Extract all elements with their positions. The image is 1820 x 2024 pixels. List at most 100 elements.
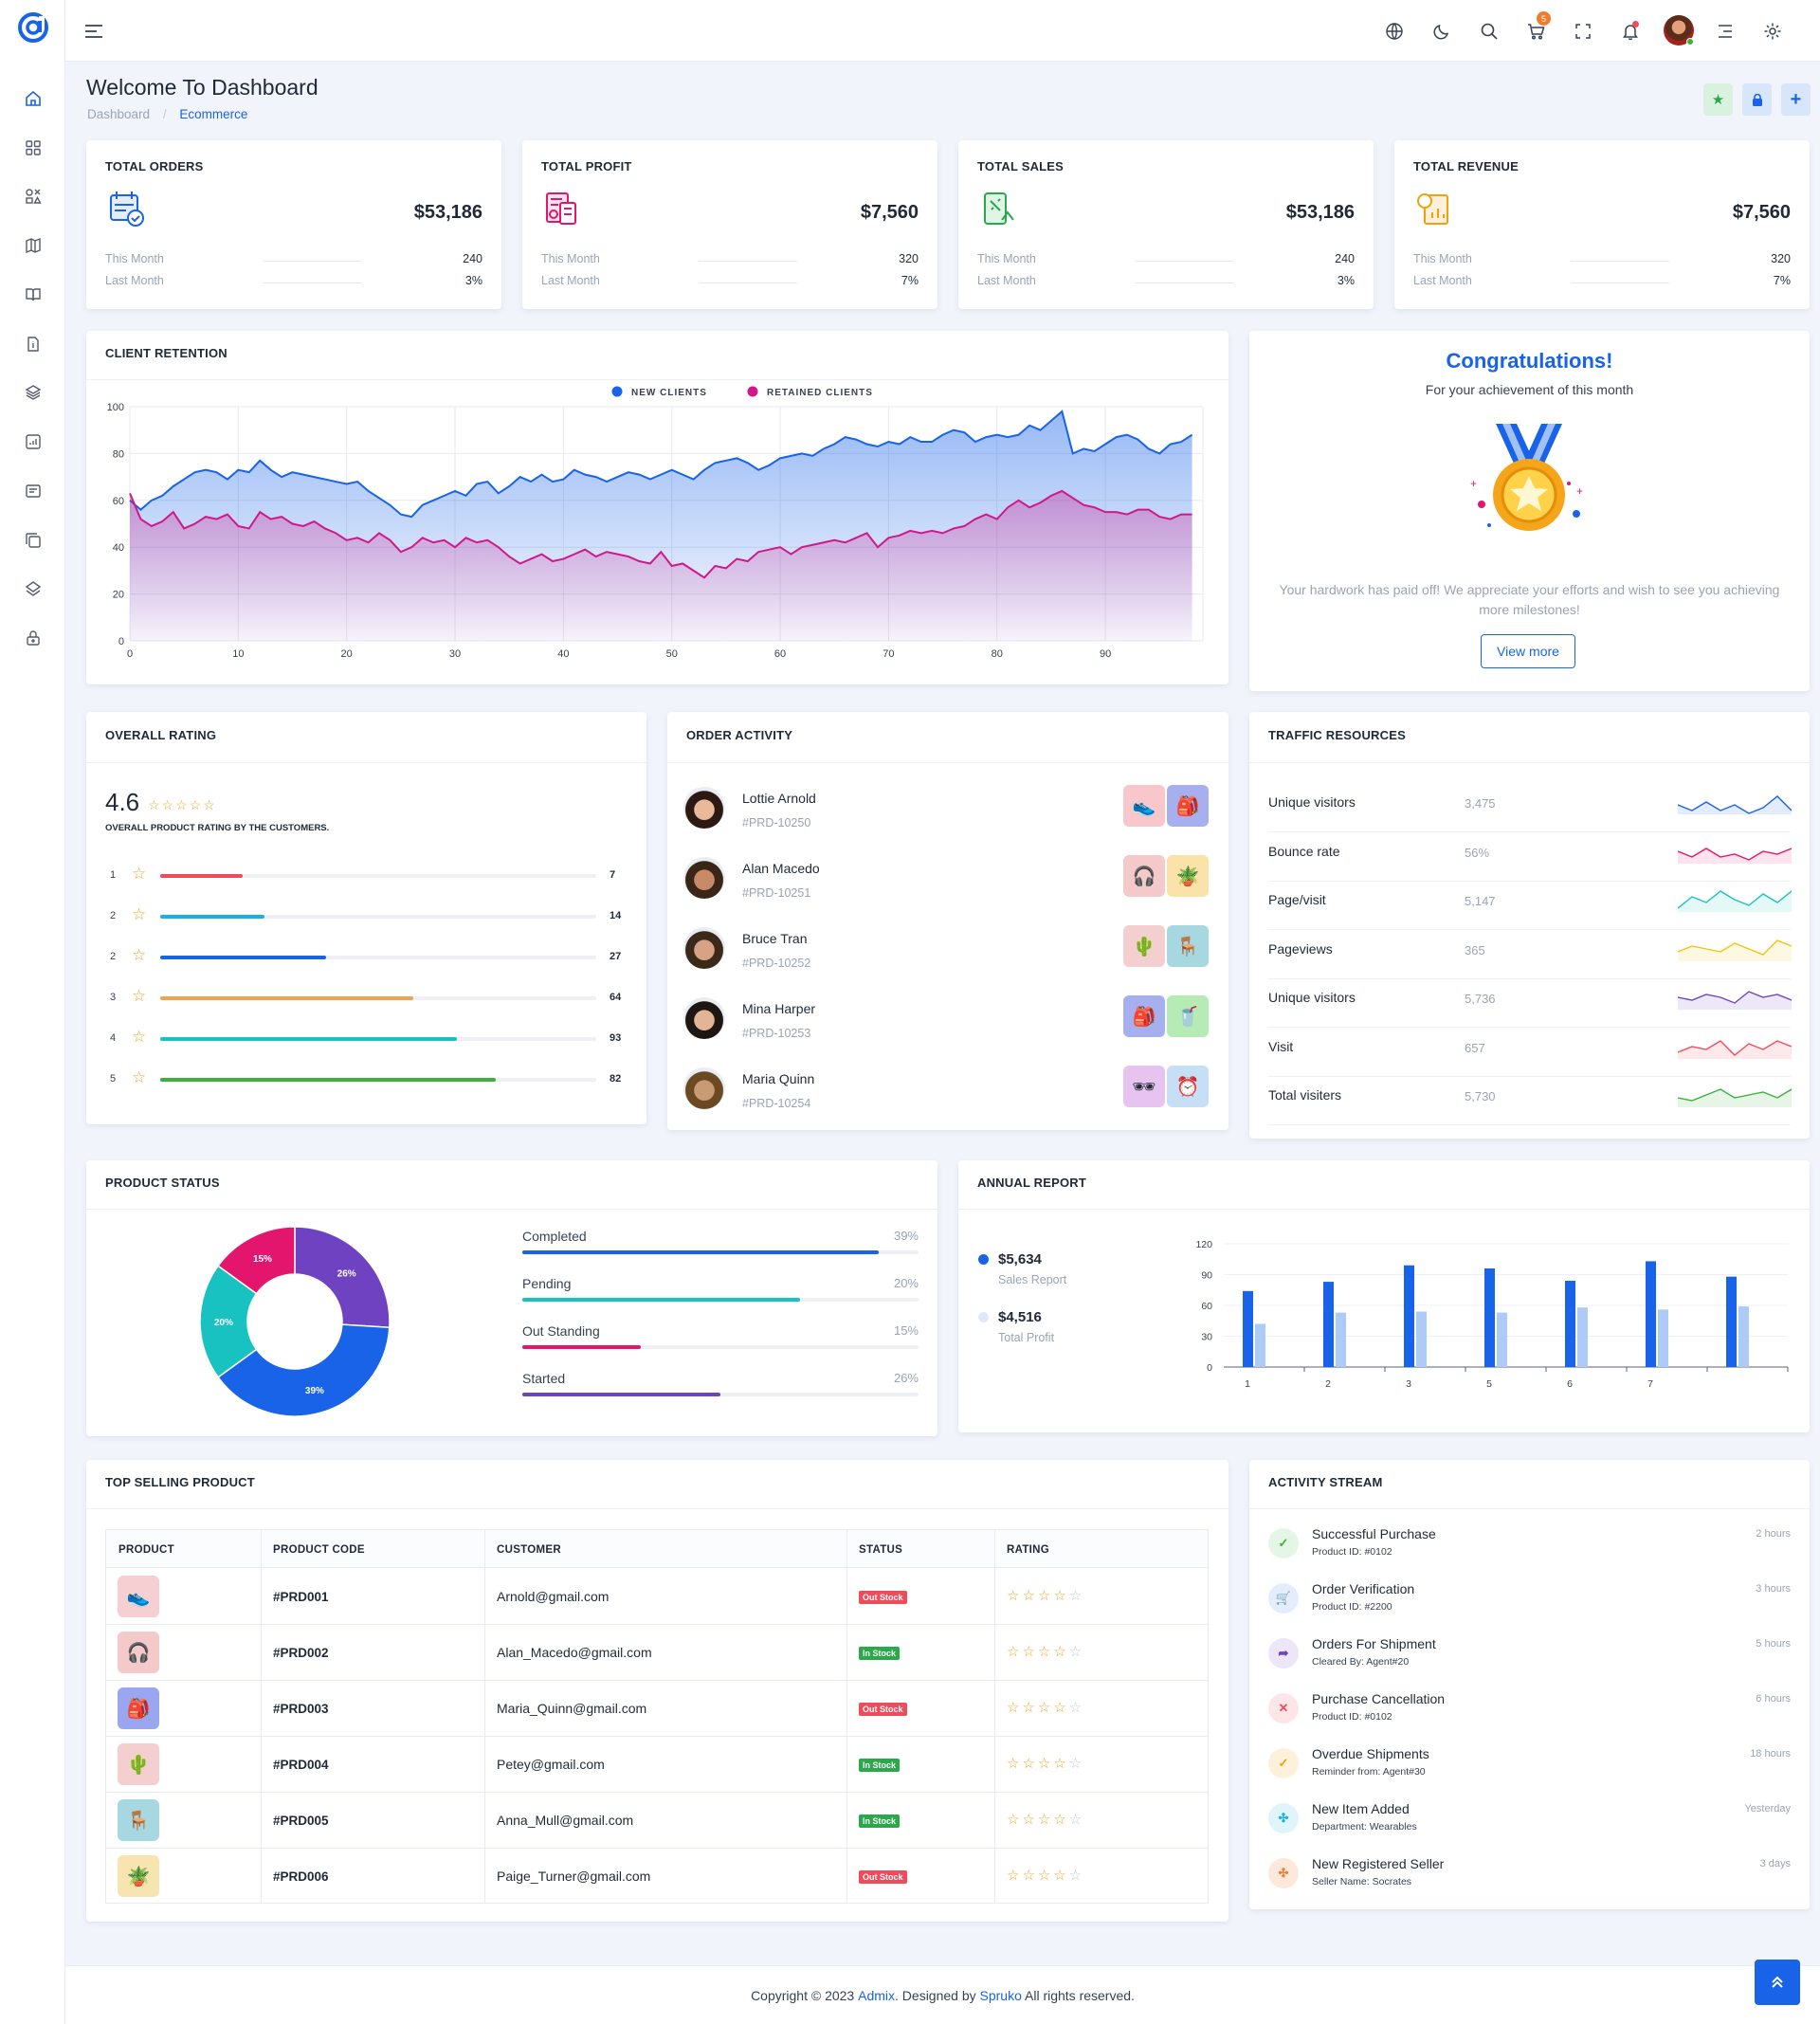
status-label: Pending xyxy=(522,1276,572,1291)
this-month-value: 320 xyxy=(899,252,919,265)
y-tick-label: 100 xyxy=(107,402,124,413)
layers-icon[interactable] xyxy=(21,380,46,405)
view-more-button[interactable]: View more xyxy=(1481,634,1575,668)
form-icon[interactable] xyxy=(21,479,46,503)
row-divider xyxy=(1268,831,1791,832)
x-tick-label: 60 xyxy=(774,648,786,660)
legend-marker xyxy=(747,386,758,397)
rating-stars: ☆☆☆☆☆ xyxy=(148,797,217,812)
lock-button[interactable] xyxy=(1742,83,1772,116)
status-badge: Out Stock xyxy=(859,1703,907,1716)
row-divider xyxy=(1268,880,1791,882)
star-button[interactable]: ★ xyxy=(1703,83,1733,116)
app-logo[interactable] xyxy=(17,11,49,44)
rating-stars: ☆☆☆☆☆ xyxy=(1007,1644,1085,1660)
activity-icon: 🛒 xyxy=(1268,1583,1299,1614)
book-icon[interactable] xyxy=(21,283,46,307)
stat-value: $53,186 xyxy=(413,202,482,223)
plus-icon: + xyxy=(1790,88,1802,110)
product-thumbnail: 🎒 xyxy=(1123,995,1165,1037)
stat-title: TOTAL REVENUE xyxy=(1413,159,1519,173)
svg-text:+: + xyxy=(1576,484,1583,498)
traffic-source-label: Bounce rate xyxy=(1268,843,1340,859)
customer-name: Lottie Arnold xyxy=(742,791,816,806)
star-icon: ☆ xyxy=(132,865,147,883)
align-right-icon[interactable] xyxy=(1713,19,1738,44)
search-icon[interactable] xyxy=(1477,19,1502,44)
bar xyxy=(1484,1268,1495,1367)
row-divider xyxy=(1268,1075,1791,1077)
activity-icon: ✕ xyxy=(1268,1693,1299,1723)
moon-icon[interactable] xyxy=(1429,19,1454,44)
product-thumbnail: 🪴 xyxy=(118,1855,159,1897)
bar xyxy=(1416,1311,1427,1367)
activity-icon: ✣ xyxy=(1268,1858,1299,1888)
legend-label: Sales Report xyxy=(998,1273,1067,1286)
map-icon[interactable] xyxy=(21,233,46,258)
x-tick-label: 0 xyxy=(127,648,133,660)
rating-caption: OVERALL PRODUCT RATING BY THE CUSTOMERS. xyxy=(105,823,330,833)
breadcrumb-item-ecommerce[interactable]: Ecommerce xyxy=(179,107,248,121)
series-line xyxy=(129,410,1193,519)
product-thumbnail: 🪑 xyxy=(1167,925,1209,967)
file-icon[interactable] xyxy=(21,332,46,356)
traffic-sparkline xyxy=(1678,1088,1792,1107)
stack-icon[interactable] xyxy=(21,576,46,601)
last-month-value: 3% xyxy=(1337,274,1355,287)
product-thumbnail: 👟 xyxy=(118,1576,159,1617)
settings-icon[interactable] xyxy=(1760,19,1785,44)
row-divider xyxy=(1268,929,1791,930)
x-tick-label: 3 xyxy=(1406,1378,1411,1390)
this-month-label: This Month xyxy=(977,252,1036,265)
menu-toggle-icon[interactable] xyxy=(82,19,106,44)
footer: Copyright © 2023 Admix . Designed by Spr… xyxy=(65,1965,1820,2024)
user-avatar[interactable] xyxy=(1664,15,1694,46)
order-id: #PRD-10250 xyxy=(742,816,811,830)
customer-email: Maria_Quinn@gmail.com xyxy=(497,1701,647,1716)
card-title: ANNUAL REPORT xyxy=(977,1176,1087,1190)
rating-stars: ☆☆☆☆☆ xyxy=(1007,1868,1085,1884)
home-icon[interactable] xyxy=(21,86,46,111)
bar xyxy=(1577,1307,1588,1367)
star-icon: ☆ xyxy=(132,987,147,1005)
product-code: #PRD005 xyxy=(273,1814,329,1828)
activity-time: 5 hours xyxy=(1756,1638,1791,1650)
globe-icon[interactable] xyxy=(1382,19,1407,44)
back-to-top-button[interactable] xyxy=(1755,1960,1800,2005)
stat-title: TOTAL SALES xyxy=(977,159,1065,173)
footer-designer-link[interactable]: Spruko xyxy=(979,1987,1022,2003)
bell-icon[interactable] xyxy=(1618,19,1643,44)
rating-stars: ☆☆☆☆☆ xyxy=(1007,1700,1085,1716)
shapes-icon[interactable] xyxy=(21,184,46,209)
apps-icon[interactable] xyxy=(21,136,46,160)
lock-icon[interactable] xyxy=(21,626,46,650)
chart-icon[interactable] xyxy=(21,429,46,454)
cart-count-badge: 5 xyxy=(1537,11,1551,26)
traffic-source-label: Pageviews xyxy=(1268,940,1333,957)
last-month-label: Last Month xyxy=(105,274,164,287)
activity-icon: ✣ xyxy=(1268,1803,1299,1833)
sparkline-area xyxy=(1678,939,1792,961)
copy-icon[interactable] xyxy=(21,528,46,553)
x-tick-label: 40 xyxy=(557,648,569,660)
fullscreen-icon[interactable] xyxy=(1571,19,1595,44)
footer-brand-link[interactable]: Admix xyxy=(858,1987,896,2003)
status-bar-fill xyxy=(522,1298,800,1302)
activity-icon: ✓ xyxy=(1268,1748,1299,1778)
traffic-sparkline xyxy=(1678,847,1792,864)
traffic-sparkline xyxy=(1678,939,1792,961)
add-button[interactable]: + xyxy=(1781,83,1811,116)
status-bar-fill xyxy=(522,1250,880,1254)
traffic-resources-card: TRAFFIC RESOURCES Unique visitors 3,475 Bo… xyxy=(1249,712,1810,1139)
annual-report-card: ANNUAL REPORT 0 30 60 90 120 1 2 3 5 6 7 $5,634 Sal… xyxy=(958,1160,1810,1432)
cart-icon[interactable]: 5 xyxy=(1523,11,1551,44)
last-month-label: Last Month xyxy=(977,274,1036,287)
breadcrumb-item-dashboard[interactable]: Dashboard xyxy=(87,107,151,121)
congratulations-card: Congratulations! For your achievement of… xyxy=(1249,331,1810,691)
sparkline-line xyxy=(1678,847,1792,861)
activity-icon: ✓ xyxy=(1268,1528,1299,1559)
rating-score: 4.6 xyxy=(105,788,140,816)
rating-level-label: 1 xyxy=(110,869,117,881)
this-month-label: This Month xyxy=(105,252,164,265)
x-tick-label: 30 xyxy=(449,648,461,660)
